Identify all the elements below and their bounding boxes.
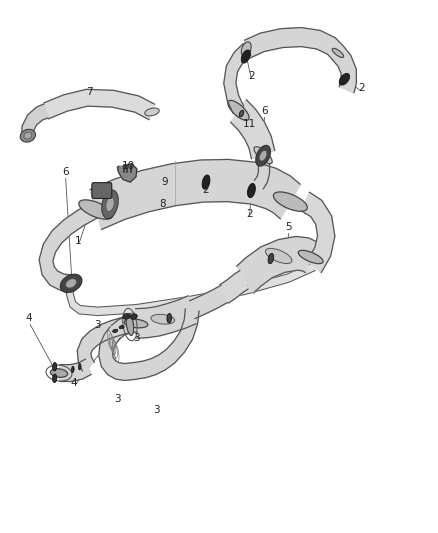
- Text: 2: 2: [248, 70, 255, 80]
- Ellipse shape: [339, 74, 350, 85]
- Ellipse shape: [247, 183, 255, 198]
- Text: 4: 4: [71, 377, 78, 387]
- Polygon shape: [39, 202, 99, 292]
- Text: 3: 3: [95, 319, 101, 329]
- FancyBboxPatch shape: [92, 183, 112, 198]
- Ellipse shape: [119, 326, 124, 329]
- Polygon shape: [301, 192, 335, 273]
- Text: 6: 6: [62, 166, 69, 176]
- Polygon shape: [60, 359, 91, 382]
- Text: 2: 2: [246, 209, 253, 219]
- Polygon shape: [237, 237, 316, 293]
- Text: 10: 10: [122, 161, 135, 171]
- Polygon shape: [231, 100, 275, 159]
- Polygon shape: [224, 43, 251, 114]
- Ellipse shape: [268, 254, 274, 264]
- Ellipse shape: [53, 374, 57, 383]
- Ellipse shape: [123, 314, 130, 319]
- Text: 9: 9: [162, 177, 168, 187]
- Text: 6: 6: [261, 106, 268, 116]
- Polygon shape: [77, 315, 137, 371]
- Ellipse shape: [273, 192, 307, 211]
- Text: 8: 8: [159, 199, 166, 209]
- Text: 2: 2: [358, 83, 365, 93]
- Polygon shape: [190, 285, 227, 319]
- Ellipse shape: [78, 364, 81, 370]
- Text: 5: 5: [285, 222, 292, 232]
- Ellipse shape: [24, 133, 32, 139]
- Polygon shape: [254, 155, 269, 189]
- Ellipse shape: [254, 147, 272, 164]
- Text: 7: 7: [86, 87, 92, 98]
- Ellipse shape: [239, 110, 244, 117]
- Ellipse shape: [167, 313, 172, 323]
- Polygon shape: [99, 327, 135, 381]
- Polygon shape: [135, 296, 196, 338]
- Ellipse shape: [102, 190, 118, 219]
- Ellipse shape: [50, 369, 67, 377]
- Ellipse shape: [126, 313, 134, 335]
- Ellipse shape: [53, 362, 57, 371]
- Ellipse shape: [202, 175, 210, 189]
- Text: 3: 3: [153, 405, 159, 415]
- Polygon shape: [67, 263, 315, 316]
- Ellipse shape: [228, 100, 249, 120]
- Polygon shape: [244, 28, 343, 60]
- Text: 2: 2: [203, 185, 209, 195]
- Text: 3: 3: [134, 333, 140, 343]
- Text: 11: 11: [243, 119, 256, 129]
- Ellipse shape: [265, 248, 292, 263]
- Polygon shape: [90, 159, 300, 229]
- Ellipse shape: [124, 319, 148, 328]
- Text: 3: 3: [114, 394, 121, 405]
- Polygon shape: [22, 104, 48, 136]
- Ellipse shape: [259, 150, 267, 161]
- Text: 4: 4: [25, 313, 32, 323]
- Ellipse shape: [298, 251, 323, 264]
- Ellipse shape: [60, 274, 82, 293]
- Ellipse shape: [20, 129, 35, 142]
- Ellipse shape: [131, 314, 137, 319]
- Ellipse shape: [71, 366, 74, 373]
- Ellipse shape: [113, 329, 118, 333]
- Ellipse shape: [79, 200, 113, 219]
- Ellipse shape: [332, 49, 344, 58]
- Ellipse shape: [145, 108, 159, 116]
- Ellipse shape: [256, 146, 271, 166]
- Ellipse shape: [241, 42, 251, 56]
- Polygon shape: [111, 317, 131, 340]
- Ellipse shape: [241, 50, 251, 63]
- Polygon shape: [44, 90, 155, 120]
- Text: 1: 1: [75, 236, 82, 246]
- Polygon shape: [117, 164, 137, 182]
- Polygon shape: [134, 309, 199, 379]
- Ellipse shape: [106, 197, 114, 212]
- Ellipse shape: [151, 314, 175, 324]
- Ellipse shape: [66, 279, 77, 288]
- Polygon shape: [332, 46, 357, 93]
- Polygon shape: [220, 270, 248, 303]
